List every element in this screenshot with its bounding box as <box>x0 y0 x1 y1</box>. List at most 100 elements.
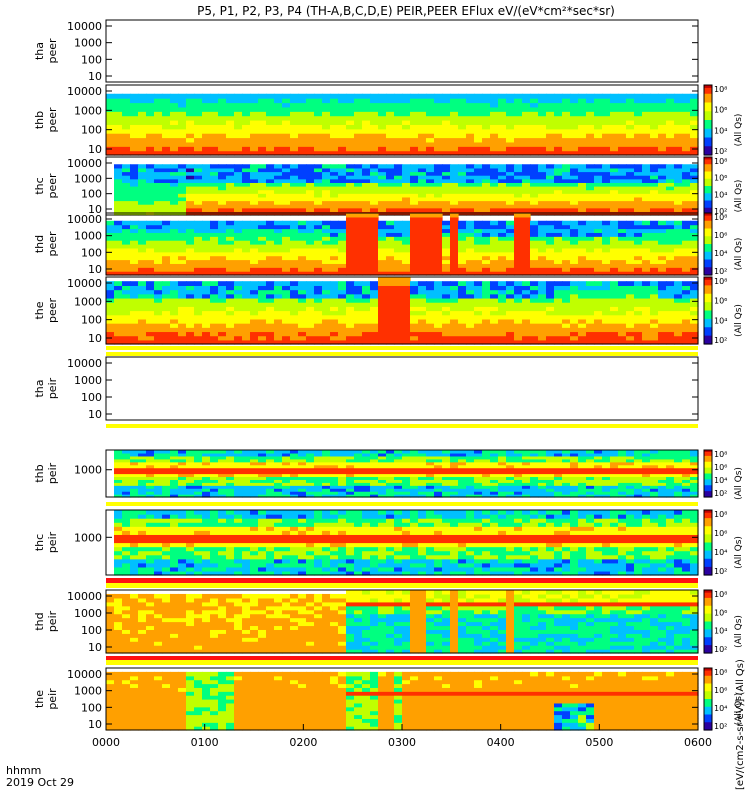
spectrogram-cell <box>594 225 603 229</box>
spectrogram-cell <box>490 164 499 168</box>
spectrogram-cell <box>186 172 195 176</box>
spectrogram-cell <box>130 208 139 212</box>
spectrogram-cell <box>506 331 515 336</box>
spectrogram-cell <box>298 116 307 121</box>
spectrogram-cell <box>634 281 643 286</box>
spectrogram-cell <box>474 319 483 324</box>
spectrogram-cell <box>322 186 331 190</box>
spectrogram-cell <box>602 172 611 176</box>
spectrogram-cell <box>602 94 611 99</box>
spectrogram-cell <box>250 124 259 129</box>
spectrogram-cell <box>482 116 491 121</box>
spectrogram-cell <box>178 107 187 112</box>
spectrogram-cell <box>370 221 379 225</box>
spectrogram-cell <box>242 240 251 244</box>
spectrogram-cell <box>410 111 419 116</box>
spectrogram-cell <box>138 336 147 341</box>
spectrogram-cell <box>346 193 355 197</box>
spectrogram-cell <box>242 168 251 172</box>
spectrogram-cell <box>658 302 667 307</box>
spectrogram-cell <box>290 315 299 320</box>
spectrogram-cell <box>290 98 299 103</box>
spectrogram-cell <box>690 248 699 252</box>
spectrogram-cell <box>458 267 467 271</box>
spectrogram-cell <box>314 315 323 320</box>
spectrogram-cell <box>450 103 459 108</box>
spectrogram-cell <box>378 164 387 168</box>
spectrogram-cell <box>378 129 387 134</box>
spectrogram-cell <box>362 323 371 328</box>
spectrogram-cell <box>202 290 211 295</box>
spectrogram-cell <box>458 315 467 320</box>
spectrogram-cell <box>306 107 315 112</box>
spectrogram-cell <box>218 175 227 179</box>
spectrogram-cell <box>578 290 587 295</box>
spectrogram-cell <box>674 175 683 179</box>
spectrogram-cell <box>610 186 619 190</box>
spectrogram-cell <box>682 232 691 236</box>
panel-label-species: peir <box>46 377 59 399</box>
spectrogram-cell <box>346 164 355 168</box>
spectrogram-cell <box>162 306 171 311</box>
spectrogram-cell <box>210 256 219 260</box>
spectrogram-cell <box>634 116 643 121</box>
spectrogram-cell <box>466 263 475 267</box>
spectrogram-cell <box>450 285 459 290</box>
spectrogram-cell <box>346 204 355 208</box>
spectrogram-cell <box>690 186 699 190</box>
spectrogram-cell <box>122 186 131 190</box>
spectrogram-cell <box>370 290 379 295</box>
spectrogram-cell <box>626 327 635 332</box>
spectrogram-cell <box>234 225 243 229</box>
spectrogram-cell <box>682 208 691 212</box>
spectrogram-cell <box>594 201 603 205</box>
spectrogram-cell <box>554 306 563 311</box>
spectrogram-cell <box>234 164 243 168</box>
spectrogram-cell <box>690 229 699 233</box>
spectrogram-cell <box>618 298 627 303</box>
spectrogram-cell <box>122 281 131 286</box>
spectrogram-cell <box>250 107 259 112</box>
spectrogram-cell <box>210 107 219 112</box>
spectrogram-cell <box>490 244 499 248</box>
y-tick-label: 100 <box>81 124 102 137</box>
spectrogram-cell <box>370 232 379 236</box>
spectrogram-cell <box>122 240 131 244</box>
spectrogram-cell <box>386 193 395 197</box>
spectrogram-cell <box>522 133 531 138</box>
spectrogram-cell <box>546 331 555 336</box>
spectrogram-cell <box>346 252 355 256</box>
spectrogram-cell <box>570 201 579 205</box>
spectrogram-cell <box>402 124 411 129</box>
spectrogram-cell <box>450 107 459 112</box>
spectrogram-cell <box>146 263 155 267</box>
spectrogram-cell <box>602 193 611 197</box>
y-tick-label: 10000 <box>67 357 102 370</box>
spectrogram-cell <box>282 175 291 179</box>
spectrogram-cell <box>530 315 539 320</box>
spectrogram-cell <box>466 133 475 138</box>
spectrogram-cell <box>506 252 515 256</box>
spectrogram-cell <box>514 98 523 103</box>
spectrogram-cell <box>474 182 483 186</box>
spectrogram-cell <box>194 267 203 271</box>
spectrogram-cell <box>170 111 179 116</box>
spectrogram-cell <box>154 236 163 240</box>
spectrogram-cell <box>578 124 587 129</box>
spectrogram-cell <box>658 240 667 244</box>
spectrogram-cell <box>514 298 523 303</box>
spectrogram-cell <box>242 263 251 267</box>
spectrogram-cell <box>690 172 699 176</box>
spectrogram-cell <box>434 306 443 311</box>
spectrogram-cell <box>290 294 299 299</box>
spectrogram-cell <box>170 146 179 151</box>
spectrogram-cell <box>602 267 611 271</box>
spectrogram-cell <box>274 197 283 201</box>
spectrogram-cell <box>210 302 219 307</box>
spectrogram-cell <box>386 168 395 172</box>
spectrogram-cell <box>522 302 531 307</box>
spectrogram-cell <box>186 248 195 252</box>
spectrogram-cell <box>330 252 339 256</box>
spectrogram-cell <box>618 164 627 168</box>
spectrogram-cell <box>450 327 459 332</box>
